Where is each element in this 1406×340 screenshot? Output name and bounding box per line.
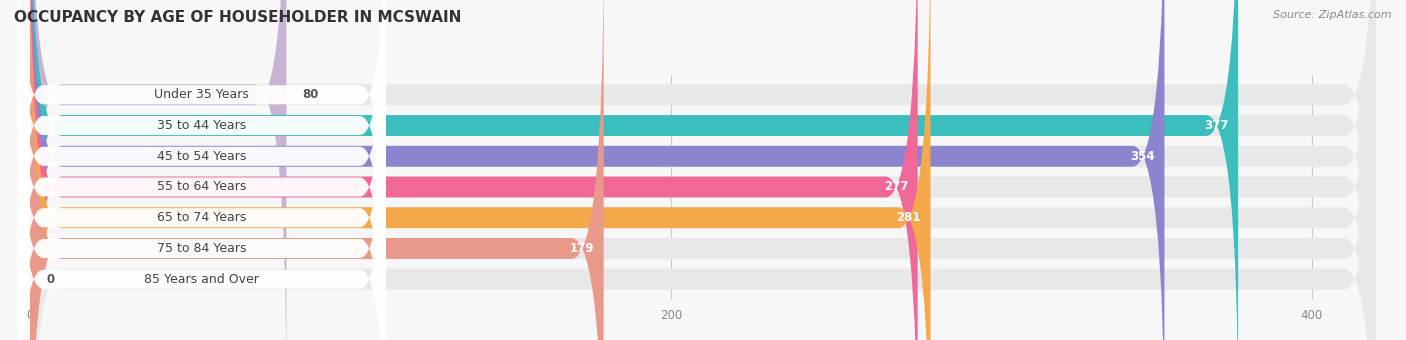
FancyBboxPatch shape — [17, 0, 385, 340]
Text: 281: 281 — [897, 211, 921, 224]
FancyBboxPatch shape — [30, 0, 1376, 340]
FancyBboxPatch shape — [17, 43, 385, 340]
FancyBboxPatch shape — [30, 0, 1164, 340]
Text: 277: 277 — [884, 181, 908, 193]
FancyBboxPatch shape — [17, 0, 385, 340]
Text: Source: ZipAtlas.com: Source: ZipAtlas.com — [1274, 10, 1392, 20]
FancyBboxPatch shape — [17, 0, 385, 340]
Text: OCCUPANCY BY AGE OF HOUSEHOLDER IN MCSWAIN: OCCUPANCY BY AGE OF HOUSEHOLDER IN MCSWA… — [14, 10, 461, 25]
Text: Under 35 Years: Under 35 Years — [155, 88, 249, 101]
FancyBboxPatch shape — [30, 0, 1376, 340]
Text: 75 to 84 Years: 75 to 84 Years — [156, 242, 246, 255]
FancyBboxPatch shape — [30, 0, 1376, 340]
Text: 55 to 64 Years: 55 to 64 Years — [157, 181, 246, 193]
Text: 65 to 74 Years: 65 to 74 Years — [157, 211, 246, 224]
Text: 80: 80 — [302, 88, 319, 101]
FancyBboxPatch shape — [17, 0, 385, 331]
FancyBboxPatch shape — [30, 0, 1376, 340]
Text: 0: 0 — [46, 273, 55, 286]
FancyBboxPatch shape — [30, 0, 603, 340]
FancyBboxPatch shape — [30, 0, 1239, 340]
FancyBboxPatch shape — [17, 0, 385, 340]
FancyBboxPatch shape — [30, 0, 287, 340]
Text: 179: 179 — [569, 242, 595, 255]
FancyBboxPatch shape — [30, 0, 1376, 340]
FancyBboxPatch shape — [30, 0, 931, 340]
Text: 45 to 54 Years: 45 to 54 Years — [157, 150, 246, 163]
FancyBboxPatch shape — [30, 0, 1376, 340]
FancyBboxPatch shape — [17, 12, 385, 340]
FancyBboxPatch shape — [30, 0, 1376, 340]
Text: 85 Years and Over: 85 Years and Over — [143, 273, 259, 286]
FancyBboxPatch shape — [30, 0, 918, 340]
Text: 354: 354 — [1130, 150, 1154, 163]
Text: 35 to 44 Years: 35 to 44 Years — [157, 119, 246, 132]
Text: 377: 377 — [1204, 119, 1229, 132]
